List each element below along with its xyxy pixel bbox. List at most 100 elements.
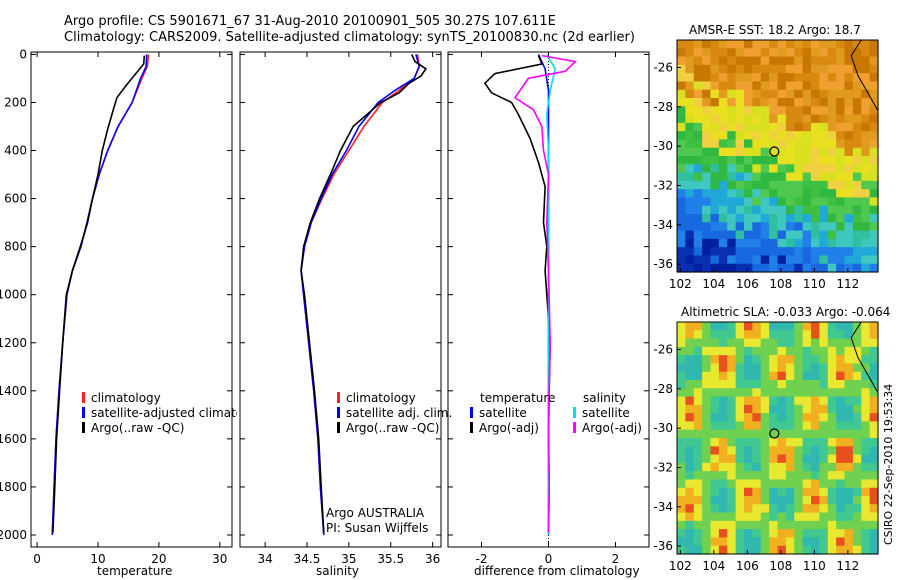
map-cell [827,496,837,505]
map-cell [844,446,854,456]
map-cell [819,64,829,74]
map-cell [785,81,795,91]
map-cell [735,404,745,414]
map-cell [794,504,804,514]
map-cell [836,122,846,132]
map-cell [861,114,871,124]
map-cell [760,446,770,456]
map-cell [752,164,762,174]
map-cell [760,172,770,182]
map-cell [677,346,686,356]
map-cell [718,247,728,257]
map-cell [710,496,720,505]
map-cell [852,537,862,547]
map-cell [752,106,762,116]
map-cell [685,512,695,522]
map-cell [852,238,862,248]
map-cell [677,471,686,481]
map-cell [785,338,795,348]
series-line-argo-raw-qc- [300,54,428,533]
map-cell [727,363,737,373]
map-cell [819,73,829,83]
map-cell [710,222,720,232]
map-cell [727,438,737,447]
map-cell [727,222,737,232]
y-tick-label: -36 [653,539,673,553]
map-cell [702,380,712,389]
map-cell [827,446,837,456]
map-cell [852,322,862,331]
map-cell [693,247,703,257]
map-cell [693,438,703,447]
map-cell [836,429,846,439]
map-cell [861,545,871,555]
map-cell [752,263,762,273]
map-cell [744,64,753,74]
map-cell [861,131,871,141]
map-cell [677,180,686,190]
map-cell [769,222,779,232]
map-cell [718,355,728,365]
map-cell [677,338,686,348]
map-cell [844,255,854,265]
map-cell [794,388,804,398]
map-cell [760,322,770,331]
map-cell [769,413,779,423]
map-cell [702,404,712,414]
map-cell [752,180,762,190]
legend-swatch [337,407,340,418]
map-cell [710,189,720,199]
map-cell [769,504,779,514]
map-cell [836,64,846,74]
map-cell [802,545,812,555]
salinity-plot: 34 34.5 35 35.5 36 [240,52,441,566]
map-cell [744,396,753,406]
map-cell [785,122,795,132]
map-cell [844,81,854,91]
map-cell [836,40,846,49]
map-cell [735,180,745,190]
map-cell [710,73,720,83]
map-cell [802,197,812,207]
x-tick-label: 104 [702,559,725,573]
map-cell [718,371,728,381]
map-cell [718,512,728,522]
map-cell [819,131,829,141]
map-cell [819,222,829,232]
map-cell [769,247,779,257]
map-cell [802,330,812,340]
map-cell [819,413,829,423]
map-cell [819,520,829,530]
map-cell [869,197,879,207]
map-cell [735,537,745,547]
map-cell [811,48,820,58]
map-cell [827,487,837,497]
map-cell [744,446,753,456]
map-cell [811,520,820,530]
map-cell [794,197,804,207]
map-cell [811,230,820,240]
map-cell [769,338,779,348]
map-cell [693,446,703,456]
map-cell [844,156,854,165]
map-cell [811,263,820,273]
map-cell [777,346,787,356]
map-cell [735,56,745,66]
map-cell [677,454,686,464]
map-cell [727,180,737,190]
map-cell [819,172,829,182]
map-cell [752,529,762,539]
map-cell [769,454,779,464]
map-cell [710,230,720,240]
map-cell [685,56,695,66]
map-cell [685,504,695,514]
map-cell [702,396,712,406]
map-cell [727,48,737,58]
map-cell [785,131,795,141]
map-cell [869,338,879,348]
map-cell [852,156,862,165]
map-cell [844,537,854,547]
argo-float-marker [769,146,780,157]
map-cell [718,238,728,248]
map-cell [744,164,753,174]
